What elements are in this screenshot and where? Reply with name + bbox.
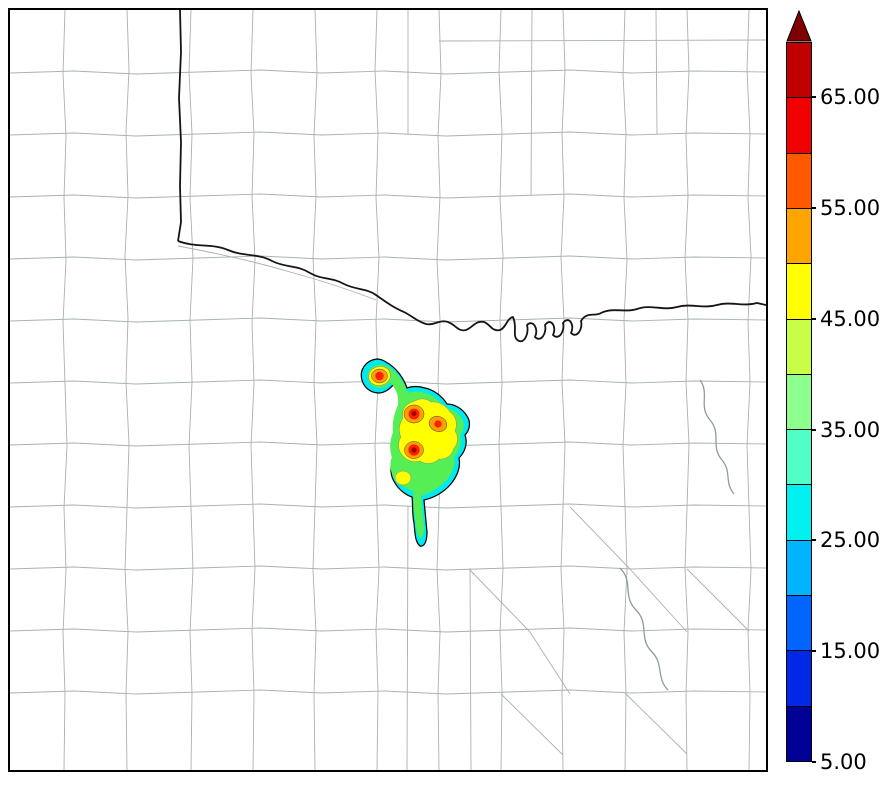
colorbar-tick-label: 5.00 bbox=[820, 750, 867, 774]
colorbar-tick bbox=[812, 761, 816, 763]
colorbar-tick-label: 35.00 bbox=[820, 417, 881, 442]
state-border-river bbox=[177, 240, 766, 343]
colorbar-segment bbox=[787, 596, 811, 651]
colorbar-tick-label: 25.00 bbox=[820, 528, 881, 553]
state-border bbox=[177, 10, 766, 343]
state-border-vertical bbox=[177, 10, 182, 242]
colorbar-segment bbox=[787, 706, 811, 761]
colorbar-segment bbox=[787, 319, 811, 374]
colorbar-tick-label: 45.00 bbox=[820, 306, 881, 331]
river-lines bbox=[619, 379, 735, 691]
storm-core-darkred-1 bbox=[411, 411, 417, 416]
colorbar-tick bbox=[812, 207, 816, 210]
storm-core-red-3 bbox=[434, 420, 442, 428]
map-panel bbox=[8, 8, 768, 772]
colorbar-segment bbox=[787, 264, 811, 319]
colorbar-segment bbox=[787, 485, 811, 540]
colorbar-tick bbox=[812, 96, 816, 99]
colorbar-tick-label: 15.00 bbox=[820, 639, 881, 664]
colorbar-tick-label: 55.00 bbox=[820, 196, 881, 221]
map-svg bbox=[10, 10, 766, 770]
colorbar-segment bbox=[787, 651, 811, 706]
colorbar-tick-label: 65.00 bbox=[820, 85, 881, 110]
colorbar-tick bbox=[812, 428, 816, 431]
storm-contour-yellow-lower bbox=[394, 470, 412, 486]
colorbar-segment bbox=[787, 208, 811, 264]
storm-cell bbox=[360, 358, 471, 547]
colorbar-arrow-shape bbox=[786, 10, 812, 42]
storm-core-red-1 bbox=[375, 371, 384, 381]
colorbar-segment bbox=[787, 540, 811, 596]
colorbar-arrow bbox=[786, 10, 812, 42]
colorbar-segment bbox=[787, 430, 811, 485]
colorbar-tick bbox=[812, 539, 816, 542]
colorbar-body bbox=[786, 42, 812, 762]
colorbar-tick bbox=[812, 317, 816, 320]
colorbar-segment bbox=[787, 98, 811, 153]
colorbar-segment bbox=[787, 42, 811, 98]
colorbar-tick bbox=[812, 650, 816, 653]
colorbar: 65.00 55.00 45.00 35.00 25.00 15.00 5.00 bbox=[786, 10, 892, 774]
storm-core-darkred-2 bbox=[411, 447, 417, 453]
colorbar-segment bbox=[787, 374, 811, 430]
colorbar-segment bbox=[787, 153, 811, 208]
